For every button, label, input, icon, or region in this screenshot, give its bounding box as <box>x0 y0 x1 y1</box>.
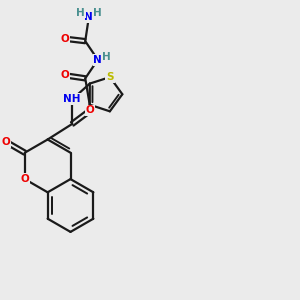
Text: H: H <box>76 8 85 18</box>
Text: N: N <box>94 55 102 65</box>
Text: O: O <box>20 174 29 184</box>
Text: H: H <box>102 52 111 62</box>
Text: S: S <box>106 72 114 82</box>
Text: O: O <box>61 70 69 80</box>
Text: NH: NH <box>64 94 81 104</box>
Text: O: O <box>2 137 11 147</box>
Text: N: N <box>85 12 93 22</box>
Text: O: O <box>86 105 94 116</box>
Text: O: O <box>61 34 69 44</box>
Text: H: H <box>93 8 102 18</box>
